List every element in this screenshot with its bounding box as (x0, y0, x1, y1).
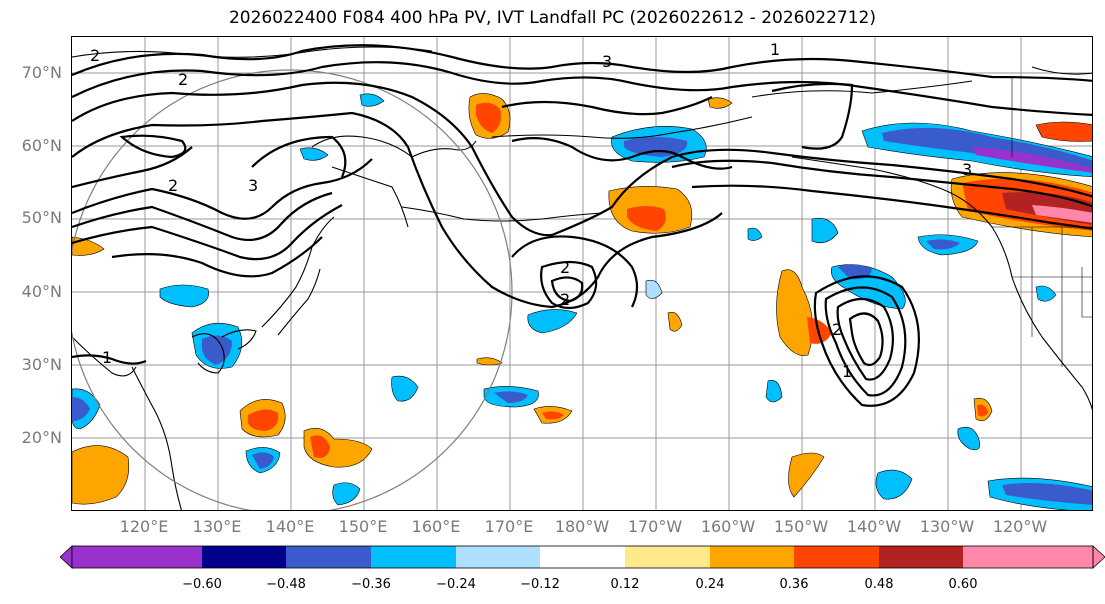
lon-label-120e: 120°E (119, 517, 169, 536)
contour-labels: 2 3 1 3 3 1 2 2 2 1 2 2 (90, 40, 972, 381)
lon-label-150e: 150°E (338, 517, 388, 536)
colorbar-min-extend (60, 545, 73, 569)
colorbar-segment-2 (286, 546, 371, 568)
colorbar-segment-4 (456, 546, 540, 568)
lon-label-130w: 130°W (919, 517, 975, 536)
lat-label-30n: 30°N (21, 355, 62, 374)
contour-label-1: 1 (770, 40, 780, 59)
pv-positive-anomalies (72, 93, 1092, 505)
map-canvas: 2 3 1 3 3 1 2 2 2 1 2 2 (72, 37, 1092, 510)
graticule (72, 37, 1092, 510)
map-panel: 2 3 1 3 3 1 2 2 2 1 2 2 (71, 36, 1093, 511)
contour-label-2: 2 (168, 176, 178, 195)
lon-label-120w: 120°W (992, 517, 1048, 536)
colorbar-segment-0 (72, 546, 202, 568)
map-title: 2026022400 F084 400 hPa PV, IVT Landfall… (228, 8, 876, 28)
contour-label-1-west: 1 (102, 348, 112, 367)
colorbar-tick-neg024: −0.24 (436, 577, 476, 592)
colorbar-segment-6 (625, 546, 710, 568)
colorbar-tick-neg012: −0.12 (520, 577, 560, 592)
colorbar-tick-neg048: −0.48 (266, 577, 306, 592)
colorbar-tick-neg060: −0.60 (182, 577, 222, 592)
colorbar-outline (71, 545, 1094, 569)
contour-label-2-far-nw: 2 (90, 46, 100, 65)
lon-label-140w: 140°W (846, 517, 902, 536)
contour-label-3-east: 3 (962, 160, 972, 179)
contour-label-1-low: 1 (842, 362, 852, 381)
lat-label-50n: 50°N (21, 208, 62, 227)
lon-label-170e: 170°E (484, 517, 534, 536)
lon-label-180w: 180°W (554, 517, 610, 536)
colorbar-segment-5 (540, 546, 625, 568)
lon-label-140e: 140°E (265, 517, 315, 536)
contour-label-3-north: 3 (602, 52, 612, 71)
colorbar-tick-060: 0.60 (948, 577, 978, 592)
lon-label-150w: 150°W (773, 517, 829, 536)
pv-contours (72, 44, 1092, 407)
lat-label-60n: 60°N (21, 136, 62, 155)
colorbar-tick-neg036: −0.36 (351, 577, 391, 592)
colorbar-tick-048: 0.48 (864, 577, 894, 592)
pv-negative-anomalies (72, 93, 1092, 510)
colorbar-segment-7 (710, 546, 794, 568)
lon-label-170w: 170°W (627, 517, 683, 536)
colorbar-tick-024: 0.24 (695, 577, 725, 592)
coastlines (72, 46, 1092, 510)
lat-label-20n: 20°N (21, 428, 62, 447)
colorbar-max-extend (1092, 545, 1105, 569)
lat-label-40n: 40°N (21, 282, 62, 301)
contour-label-2-vortex-b: 2 (560, 290, 570, 309)
colorbar-segment-10 (963, 546, 1093, 568)
colorbar-segment-9 (879, 546, 963, 568)
contour-label-2-low: 2 (832, 320, 842, 339)
lat-label-70n: 70°N (21, 63, 62, 82)
colorbar-segment-3 (371, 546, 456, 568)
lon-label-160e: 160°E (411, 517, 461, 536)
lon-label-160w: 160°W (700, 517, 756, 536)
colorbar-tick-036: 0.36 (779, 577, 809, 592)
contour-label-2-vortex: 2 (560, 258, 570, 277)
colorbar-segment-1 (202, 546, 286, 568)
contour-label-2-nw: 2 (178, 70, 188, 89)
colorbar-segment-8 (794, 546, 879, 568)
colorbar (60, 545, 1105, 569)
contour-label-3: 3 (248, 176, 258, 195)
lon-label-130e: 130°E (192, 517, 242, 536)
great-circle-ring (72, 69, 513, 510)
colorbar-tick-012: 0.12 (610, 577, 640, 592)
